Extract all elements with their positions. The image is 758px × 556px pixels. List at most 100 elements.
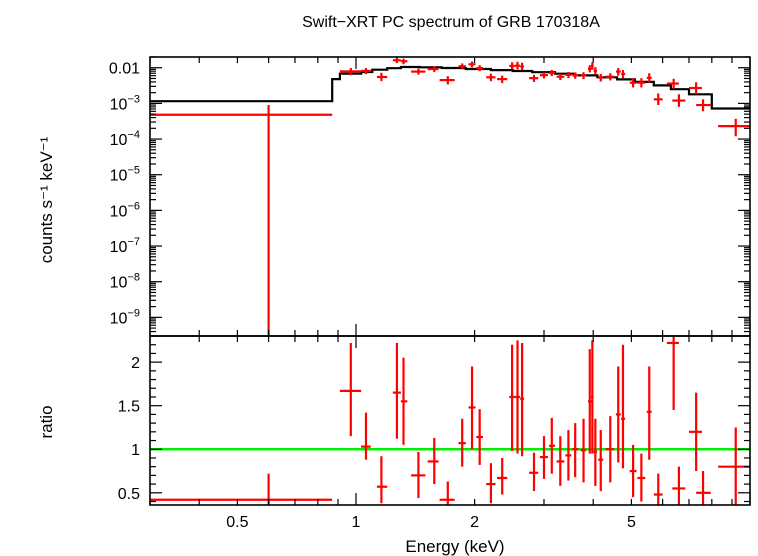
ratio-data-point <box>621 344 626 469</box>
ratio-data-point <box>565 430 572 481</box>
ratio-data-point <box>468 366 476 450</box>
ratio-data-point <box>509 344 515 451</box>
spectrum-data-point <box>468 61 476 68</box>
y-tick-label: 2 <box>131 355 140 372</box>
spectrum-data-point <box>653 93 663 106</box>
spectrum-data-point <box>458 63 466 70</box>
x-axis-label: Energy (keV) <box>405 537 504 556</box>
ratio-panel: 0.5 1 1.5 2 0.5 1 2 5 <box>118 324 751 531</box>
x-tick-label: 0.5 <box>226 514 248 531</box>
spectrum-data-point <box>672 94 686 107</box>
spectrum-data-point <box>688 82 702 95</box>
spectrum-data-point <box>339 68 362 76</box>
spectrum-data-point <box>392 57 401 64</box>
ratio-data-point <box>392 342 401 439</box>
spectrum-data-point <box>400 58 408 65</box>
spectrum-data-point <box>427 66 439 72</box>
ratio-data-point <box>549 417 556 474</box>
ratio-data-point <box>556 436 565 486</box>
y-tick-label: 10−6 <box>110 200 140 220</box>
ratio-data-point <box>458 418 466 467</box>
ratio-data-point <box>629 444 637 498</box>
ratio-data-point <box>588 349 592 454</box>
spectrum-data-point <box>598 73 604 82</box>
y-tick-label: 1.5 <box>118 399 140 416</box>
ratio-data-point <box>646 366 652 460</box>
ratio-data-point <box>520 342 525 457</box>
ratio-data-point <box>616 366 621 463</box>
ratio-data-point <box>486 463 496 504</box>
x-tick-label: 2 <box>470 514 479 531</box>
spectrum-data-point <box>150 105 333 336</box>
top-y-axis-label: counts s⁻¹ keV⁻¹ <box>37 136 56 263</box>
ratio-data-point <box>514 340 521 454</box>
y-tick-label: 10−3 <box>110 93 140 113</box>
spectrum-data-point <box>718 118 750 137</box>
x-tick-label: 1 <box>352 514 361 531</box>
ratio-data-point <box>580 418 587 483</box>
spectrum-data-point <box>529 74 539 82</box>
spectrum-data-point <box>520 62 525 71</box>
ratio-data-point <box>476 409 483 465</box>
ratio-data-point <box>572 423 579 478</box>
ratio-data-point <box>427 437 439 485</box>
bottom-y-axis-label: ratio <box>37 405 56 438</box>
chart-title: Swift−XRT PC spectrum of GRB 170318A <box>302 14 600 31</box>
ratio-data-point <box>605 416 615 483</box>
spectrum-data-point <box>605 73 615 81</box>
spectrum-data-point <box>572 72 579 79</box>
ratio-data-point <box>400 357 408 445</box>
ratio-frame <box>149 335 751 506</box>
ratio-data-point <box>653 473 663 505</box>
ratio-data-point <box>497 457 508 495</box>
ratio-data-point <box>666 336 679 411</box>
ratio-data-point <box>672 466 686 505</box>
ratio-data-point <box>688 392 702 472</box>
spectrum-data-point <box>616 68 621 76</box>
x-tick-label: 5 <box>627 514 636 531</box>
spectrum-data-point <box>476 65 483 72</box>
ratio-data-point <box>376 456 388 504</box>
spectrum-data-point <box>646 73 652 83</box>
spectrum-data-point <box>549 69 556 77</box>
y-tick-label: 10−5 <box>110 165 140 185</box>
ratio-data-point <box>361 412 371 460</box>
spectrum-data-point <box>591 62 594 70</box>
ratio-data-point <box>598 430 604 492</box>
ratio-data-point <box>593 418 598 486</box>
ratio-data-point <box>539 436 548 479</box>
spectrum-data-point <box>486 73 496 82</box>
spectrum-data-point <box>666 78 679 89</box>
spectrum-data-point <box>580 72 587 80</box>
spectrum-data-point <box>593 67 598 75</box>
spectrum-data-point <box>411 68 426 75</box>
spectrum-panel: 0.01 10−3 10−4 10−5 10−6 10−7 10−8 10−9 <box>109 56 751 337</box>
y-tick-label: 10−7 <box>110 236 140 256</box>
y-tick-label: 10−4 <box>110 129 140 149</box>
spectrum-data-point <box>629 78 637 88</box>
ratio-data-point <box>150 473 333 505</box>
y-tick-label: 0.5 <box>118 486 140 503</box>
model-step-line <box>150 65 750 110</box>
ratio-data-point <box>439 481 455 505</box>
ratio-data-point <box>411 451 426 499</box>
spectrum-data-point <box>556 73 565 81</box>
y-tick-label: 1 <box>131 442 140 459</box>
spectrum-data-point <box>696 99 711 112</box>
spectrum-data-point <box>565 71 572 79</box>
y-tick-label: 0.01 <box>109 61 140 78</box>
ratio-data-point <box>529 452 539 492</box>
ratio-data-point <box>339 342 362 437</box>
spectrum-data-point <box>637 78 646 88</box>
y-tick-label: 10−9 <box>110 307 140 327</box>
spectrum-data-point <box>439 76 455 85</box>
spectrum-data-point <box>621 70 626 79</box>
spectrum-data-point <box>497 75 508 84</box>
spectrum-data-point <box>539 72 548 79</box>
y-tick-label: 10−8 <box>110 272 140 292</box>
ratio-data-point <box>696 471 711 505</box>
ratio-data-point <box>637 453 646 502</box>
spectrum-data-point <box>361 68 371 75</box>
spectrum-data-point <box>509 62 515 70</box>
